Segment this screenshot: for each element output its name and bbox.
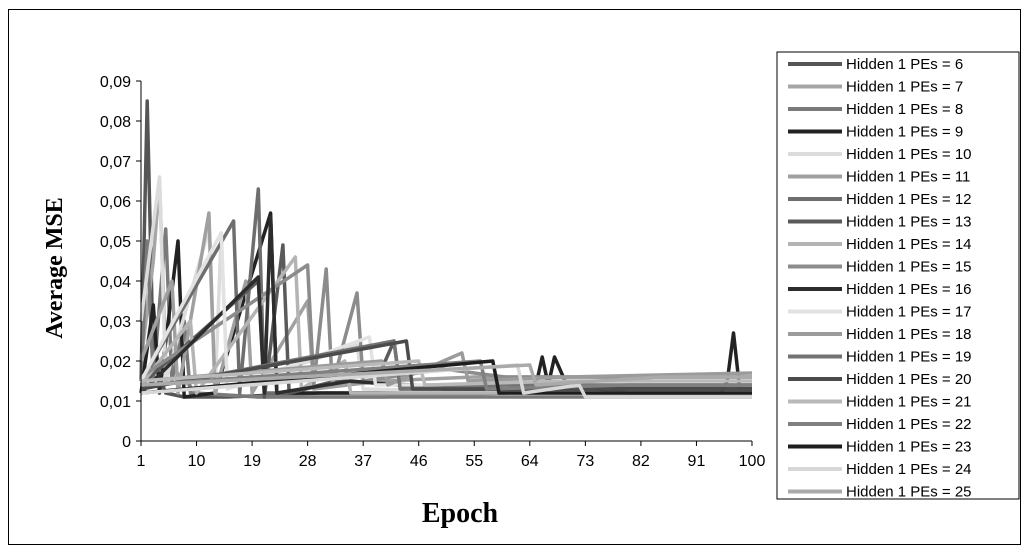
y-tick-label: 0,08 xyxy=(100,114,131,131)
legend-label: Hidden 1 PEs = 10 xyxy=(846,146,972,163)
legend-label: Hidden 1 PEs = 11 xyxy=(846,169,970,186)
y-axis-title: Average MSE xyxy=(42,197,68,339)
x-tick-label: 73 xyxy=(576,453,594,470)
y-tick-label: 0,01 xyxy=(100,394,131,411)
series-line-1 xyxy=(139,99,752,399)
y-tick-label: 0,03 xyxy=(100,314,131,331)
y-tick-label: 0,06 xyxy=(100,194,131,211)
legend-label: Hidden 1 PEs = 24 xyxy=(846,461,972,478)
legend-label: Hidden 1 PEs = 18 xyxy=(846,326,972,343)
legend-label: Hidden 1 PEs = 13 xyxy=(846,214,972,231)
series-line-15 xyxy=(140,339,752,391)
x-tick-label: 46 xyxy=(410,453,428,470)
x-tick-label: 1 xyxy=(137,453,146,470)
y-tick-label: 0,07 xyxy=(100,154,131,171)
legend-label: Hidden 1 PEs = 12 xyxy=(846,191,972,208)
plot-lines xyxy=(139,99,753,399)
x-tick-label: 91 xyxy=(688,453,706,470)
x-tick-label: 37 xyxy=(354,453,372,470)
legend-label: Hidden 1 PEs = 23 xyxy=(846,439,972,456)
series-line-6 xyxy=(139,211,752,395)
legend-label: Hidden 1 PEs = 7 xyxy=(846,79,963,96)
x-tick-label: 19 xyxy=(243,453,261,470)
legend-label: Hidden 1 PEs = 21 xyxy=(846,394,972,411)
legend-label: Hidden 1 PEs = 17 xyxy=(846,304,972,321)
y-tick-label: 0,09 xyxy=(100,74,131,91)
series-line-13 xyxy=(140,351,753,387)
y-tick-label: 0 xyxy=(122,434,131,451)
legend-label: Hidden 1 PEs = 8 xyxy=(846,101,963,118)
x-tick-label: 10 xyxy=(188,453,206,470)
legend-label: Hidden 1 PEs = 16 xyxy=(846,281,972,298)
y-tick-label: 0,02 xyxy=(100,354,131,371)
y-tick-label: 0,04 xyxy=(100,274,131,291)
series-line-17 xyxy=(140,359,752,391)
series-line-20 xyxy=(140,363,752,387)
x-axis-title: Epoch xyxy=(422,498,499,529)
legend: Hidden 1 PEs = 6 Hidden 1 PEs = 7 Hidden 1… xyxy=(776,51,1020,501)
x-tick-label: 82 xyxy=(632,453,650,470)
x-axis: 1 10 19 28 37 46 55 64 73 82 91 100 xyxy=(137,440,766,470)
legend-label: Hidden 1 PEs = 20 xyxy=(846,371,972,388)
legend-label: Hidden 1 PEs = 6 xyxy=(846,56,963,73)
x-tick-label: 55 xyxy=(465,453,483,470)
x-tick-label: 100 xyxy=(739,453,766,470)
legend-label: Hidden 1 PEs = 14 xyxy=(846,236,972,253)
legend-label: Hidden 1 PEs = 19 xyxy=(846,349,972,366)
series-line-10 xyxy=(140,263,752,387)
legend-label: Hidden 1 PEs = 15 xyxy=(846,259,972,276)
legend-label: Hidden 1 PEs = 25 xyxy=(846,484,972,501)
series-line-16 xyxy=(140,359,752,387)
x-tick-label: 64 xyxy=(521,453,539,470)
y-tick-label: 0,05 xyxy=(100,234,131,251)
legend-label: Hidden 1 PEs = 22 xyxy=(846,416,972,433)
legend-label: Hidden 1 PEs = 9 xyxy=(846,124,963,141)
x-tick-label: 28 xyxy=(299,453,317,470)
y-axis: 0 0,01 0,02 0,03 0,04 0,05 0,06 0,07 0,08 0,09 xyxy=(100,74,142,451)
